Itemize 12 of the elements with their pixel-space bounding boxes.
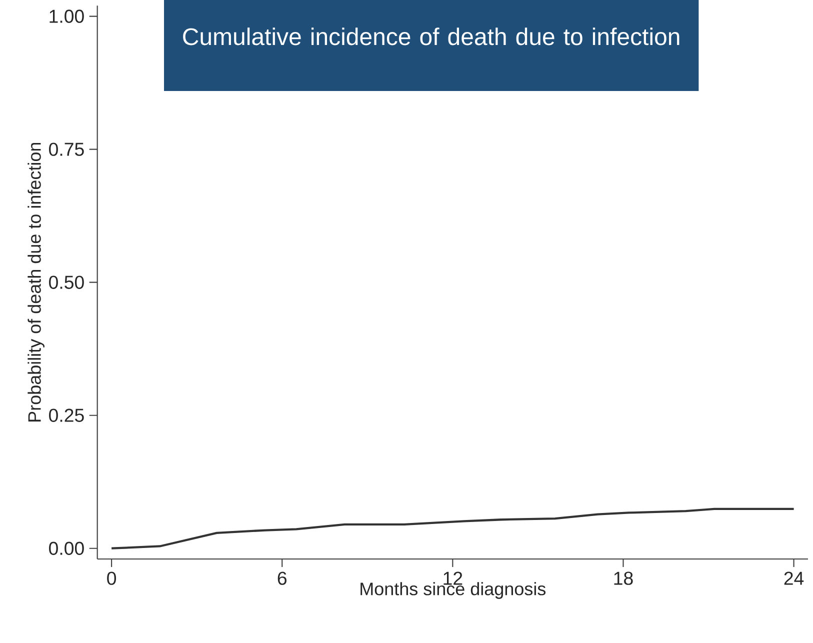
y-tick-label: 0.25 [49, 408, 84, 422]
line-series [110, 508, 795, 550]
y-tick-label: 0.75 [49, 142, 84, 156]
x-tick-label: 24 [784, 572, 804, 585]
text: Cumulative incidence of death due to infection [183, 28, 680, 46]
x-tick-label: 18 [614, 572, 633, 585]
y-tick-label: 1.00 [50, 10, 84, 23]
x-tick-label: 6 [278, 572, 286, 585]
y-tick-label: 0.00 [49, 542, 84, 555]
x-tick-label: 0 [107, 572, 116, 585]
y-axis-title: Probability of death due to infection [28, 142, 44, 422]
y-tick-label: 0.50 [49, 276, 84, 289]
